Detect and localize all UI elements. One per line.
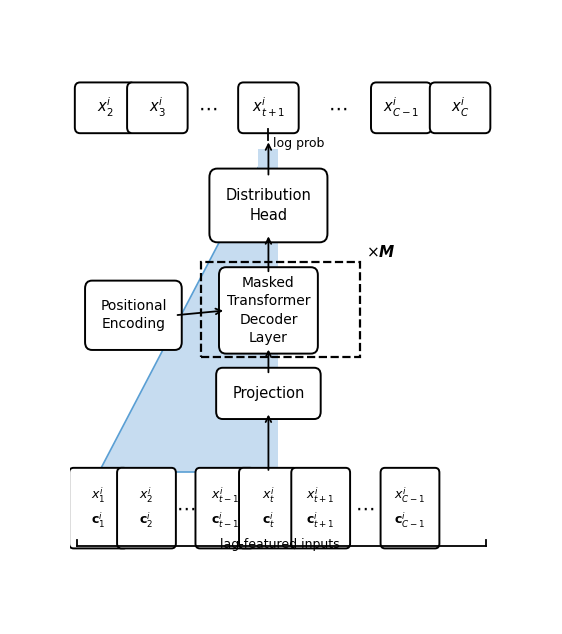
Text: $x_3^i$: $x_3^i$ — [149, 96, 166, 119]
FancyBboxPatch shape — [380, 468, 439, 548]
Text: $\times \boldsymbol{M}$: $\times \boldsymbol{M}$ — [366, 244, 396, 260]
Text: $x_2^i$
$\mathbf{c}_2^i$: $x_2^i$ $\mathbf{c}_2^i$ — [139, 486, 153, 530]
Text: $x_{t+1}^i$: $x_{t+1}^i$ — [252, 96, 285, 119]
Text: $x_1^i$
$\mathbf{c}_1^i$: $x_1^i$ $\mathbf{c}_1^i$ — [92, 486, 106, 530]
Text: $x_2^i$: $x_2^i$ — [97, 96, 114, 119]
Text: $x_{C-1}^i$
$\mathbf{c}_{C-1}^i$: $x_{C-1}^i$ $\mathbf{c}_{C-1}^i$ — [395, 486, 425, 530]
Text: log prob: log prob — [273, 137, 324, 150]
FancyBboxPatch shape — [238, 82, 298, 133]
Text: Masked
Transformer
Decoder
Layer: Masked Transformer Decoder Layer — [226, 276, 310, 345]
FancyBboxPatch shape — [127, 82, 188, 133]
FancyBboxPatch shape — [75, 82, 135, 133]
Text: Distribution
Head: Distribution Head — [225, 188, 311, 223]
Text: $\cdots$: $\cdots$ — [328, 98, 348, 117]
FancyBboxPatch shape — [430, 82, 490, 133]
FancyBboxPatch shape — [216, 368, 321, 419]
FancyBboxPatch shape — [69, 468, 128, 548]
Text: $\cdots$: $\cdots$ — [355, 498, 374, 517]
FancyBboxPatch shape — [371, 82, 432, 133]
FancyBboxPatch shape — [291, 468, 350, 548]
Bar — [259, 150, 278, 472]
Text: $x_{t-1}^i$
$\mathbf{c}_{t-1}^i$: $x_{t-1}^i$ $\mathbf{c}_{t-1}^i$ — [211, 486, 239, 530]
Text: Projection: Projection — [232, 386, 305, 401]
Text: $\cdots$: $\cdots$ — [198, 98, 217, 117]
FancyBboxPatch shape — [219, 267, 318, 354]
Text: Positional
Encoding: Positional Encoding — [100, 299, 167, 332]
FancyBboxPatch shape — [85, 281, 182, 350]
Text: lag-featured inputs: lag-featured inputs — [220, 538, 339, 551]
FancyBboxPatch shape — [117, 468, 176, 548]
Text: $x_C^i$: $x_C^i$ — [451, 96, 469, 119]
FancyBboxPatch shape — [196, 468, 254, 548]
Text: $\cdots$: $\cdots$ — [176, 498, 196, 517]
Text: $x_t^i$
$\mathbf{c}_t^i$: $x_t^i$ $\mathbf{c}_t^i$ — [262, 486, 275, 530]
FancyBboxPatch shape — [210, 169, 328, 242]
Text: $x_{t+1}^i$
$\mathbf{c}_{t+1}^i$: $x_{t+1}^i$ $\mathbf{c}_{t+1}^i$ — [306, 486, 335, 530]
Polygon shape — [98, 150, 269, 472]
FancyBboxPatch shape — [239, 468, 298, 548]
Text: $x_{C-1}^i$: $x_{C-1}^i$ — [383, 96, 419, 119]
